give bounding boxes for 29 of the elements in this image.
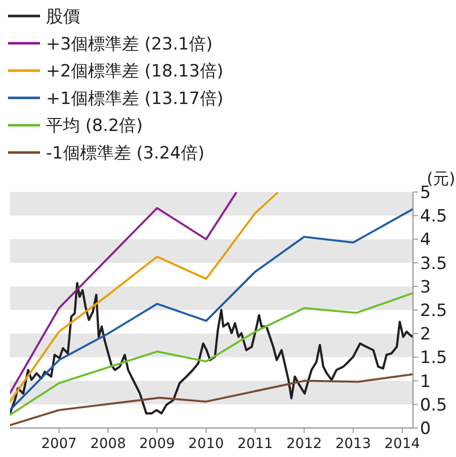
- y-tick-label: 1.5: [420, 348, 448, 368]
- y-tick-label: 2: [420, 324, 431, 345]
- legend-label: +2個標準差 (18.13倍): [46, 62, 224, 82]
- x-tick-label: 2007: [41, 436, 77, 452]
- y-tick-label: 3: [420, 277, 431, 298]
- y-tick-label: 2.5: [420, 300, 448, 321]
- x-tick-label: 2008: [90, 436, 126, 452]
- legend-label: +3個標準差 (23.1倍): [46, 34, 213, 54]
- y-tick-label: 0: [420, 418, 431, 439]
- y-tick-label: 3.5: [420, 254, 448, 274]
- line-series: [10, 208, 413, 412]
- line-series: [10, 373, 413, 426]
- y-axis-title: (元): [426, 169, 456, 188]
- y-tick-label: 1: [420, 372, 431, 392]
- y-tick-label: 0.5: [420, 395, 448, 416]
- x-tick-label: 2014: [384, 436, 420, 452]
- x-tick-label: 2011: [237, 436, 273, 452]
- x-tick-label: 2012: [286, 436, 322, 452]
- legend-label: 股價: [46, 7, 80, 27]
- legend-label: 平均 (8.2倍): [46, 116, 143, 136]
- y-tick-label: 4.5: [420, 206, 448, 227]
- legend-label: -1個標準差 (3.24倍): [46, 144, 204, 164]
- y-tick-label: 4: [420, 230, 431, 250]
- line-series: [10, 192, 238, 394]
- legend-label: +1個標準差 (13.17倍): [46, 88, 224, 109]
- x-tick-label: 2009: [139, 436, 175, 452]
- line-series: [10, 192, 278, 403]
- x-tick-label: 2010: [188, 436, 224, 452]
- x-tick-label: 2013: [335, 436, 372, 452]
